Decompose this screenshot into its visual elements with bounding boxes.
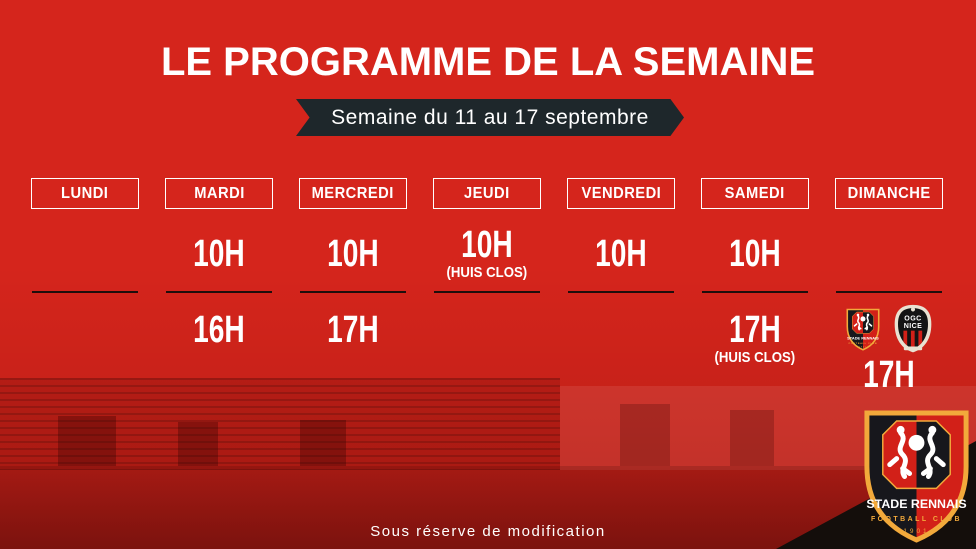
stade-rennais-club-crest (857, 405, 976, 544)
building-window (620, 404, 670, 466)
ogc-nice-crest-icon: OGC NICE (894, 304, 932, 353)
morning-slot-dimanche (822, 224, 956, 284)
morning-slot-vendredi: 10H (554, 224, 688, 284)
session-time: 10H (327, 233, 379, 275)
day-column-mercredi: MERCREDI 10H 17H (286, 178, 420, 408)
column-divider (166, 291, 272, 293)
day-header-vendredi: VENDREDI (567, 178, 675, 209)
column-divider (568, 291, 674, 293)
session-time: 17H (327, 309, 379, 351)
session-time: 17H (729, 309, 781, 351)
day-label: JEUDI (464, 184, 510, 202)
stade-rennais-crest-icon (844, 307, 882, 351)
column-divider (836, 291, 942, 293)
session-time: 10H (729, 233, 781, 275)
nice-crest-text-2: NICE (904, 322, 923, 330)
column-divider (300, 291, 406, 293)
day-header-dimanche: DIMANCHE (835, 178, 943, 209)
session-time: 10H (595, 233, 647, 275)
schedule-grid: LUNDI MARDI 10H 16H MERCREDI (18, 178, 956, 408)
background-photo (0, 268, 976, 549)
session-time: 10H (193, 233, 245, 275)
building-window (178, 422, 218, 466)
session-time: 16H (193, 309, 245, 351)
match-logos: OGC NICE (844, 304, 934, 354)
building-window (730, 410, 774, 466)
day-column-lundi: LUNDI (18, 178, 152, 408)
building-window (58, 416, 116, 466)
day-column-samedi: SAMEDI 10H 17H (HUIS CLOS) (688, 178, 822, 408)
day-label: DIMANCHE (847, 184, 931, 202)
building-window (300, 420, 346, 466)
page-title: LE PROGRAMME DE LA SEMAINE (160, 40, 816, 84)
subtitle-text: Semaine du 11 au 17 septembre (331, 105, 649, 129)
morning-slot-mercredi: 10H (286, 224, 420, 284)
morning-slot-jeudi: 10H (HUIS CLOS) (420, 224, 554, 284)
day-column-mardi: MARDI 10H 16H (152, 178, 286, 408)
session-note: (HUIS CLOS) (714, 349, 796, 366)
day-column-dimanche: DIMANCHE (822, 178, 956, 408)
day-header-samedi: SAMEDI (701, 178, 809, 209)
day-column-vendredi: VENDREDI 10H (554, 178, 688, 408)
training-building-silhouette (0, 378, 560, 470)
day-header-jeudi: JEUDI (433, 178, 541, 209)
morning-slot-lundi (18, 224, 152, 284)
column-divider (702, 291, 808, 293)
afternoon-slot-mardi: 16H (152, 309, 286, 351)
day-label: MARDI (193, 184, 245, 202)
day-label: MERCREDI (311, 184, 395, 202)
day-header-lundi: LUNDI (31, 178, 139, 209)
day-label: VENDREDI (581, 184, 661, 202)
morning-slot-samedi: 10H (688, 224, 822, 284)
footer-disclaimer: Sous réserve de modification (370, 523, 606, 540)
day-header-mercredi: MERCREDI (299, 178, 407, 209)
column-divider (434, 291, 540, 293)
day-label: LUNDI (61, 184, 109, 202)
morning-slot-mardi: 10H (152, 224, 286, 284)
day-column-jeudi: JEUDI 10H (HUIS CLOS) (420, 178, 554, 408)
session-note: (HUIS CLOS) (446, 263, 528, 281)
nice-crest-text-1: OGC (904, 315, 921, 323)
match-slot-dimanche: OGC NICE 17H (822, 304, 956, 396)
column-divider (32, 291, 138, 293)
subtitle-ribbon: Semaine du 11 au 17 septembre (296, 99, 684, 136)
session-time: 10H (461, 223, 513, 266)
afternoon-slot-mercredi: 17H (286, 309, 420, 351)
match-time: 17H (863, 354, 915, 396)
day-label: SAMEDI (724, 184, 785, 202)
afternoon-slot-samedi: 17H (HUIS CLOS) (688, 309, 822, 367)
day-header-mardi: MARDI (165, 178, 273, 209)
